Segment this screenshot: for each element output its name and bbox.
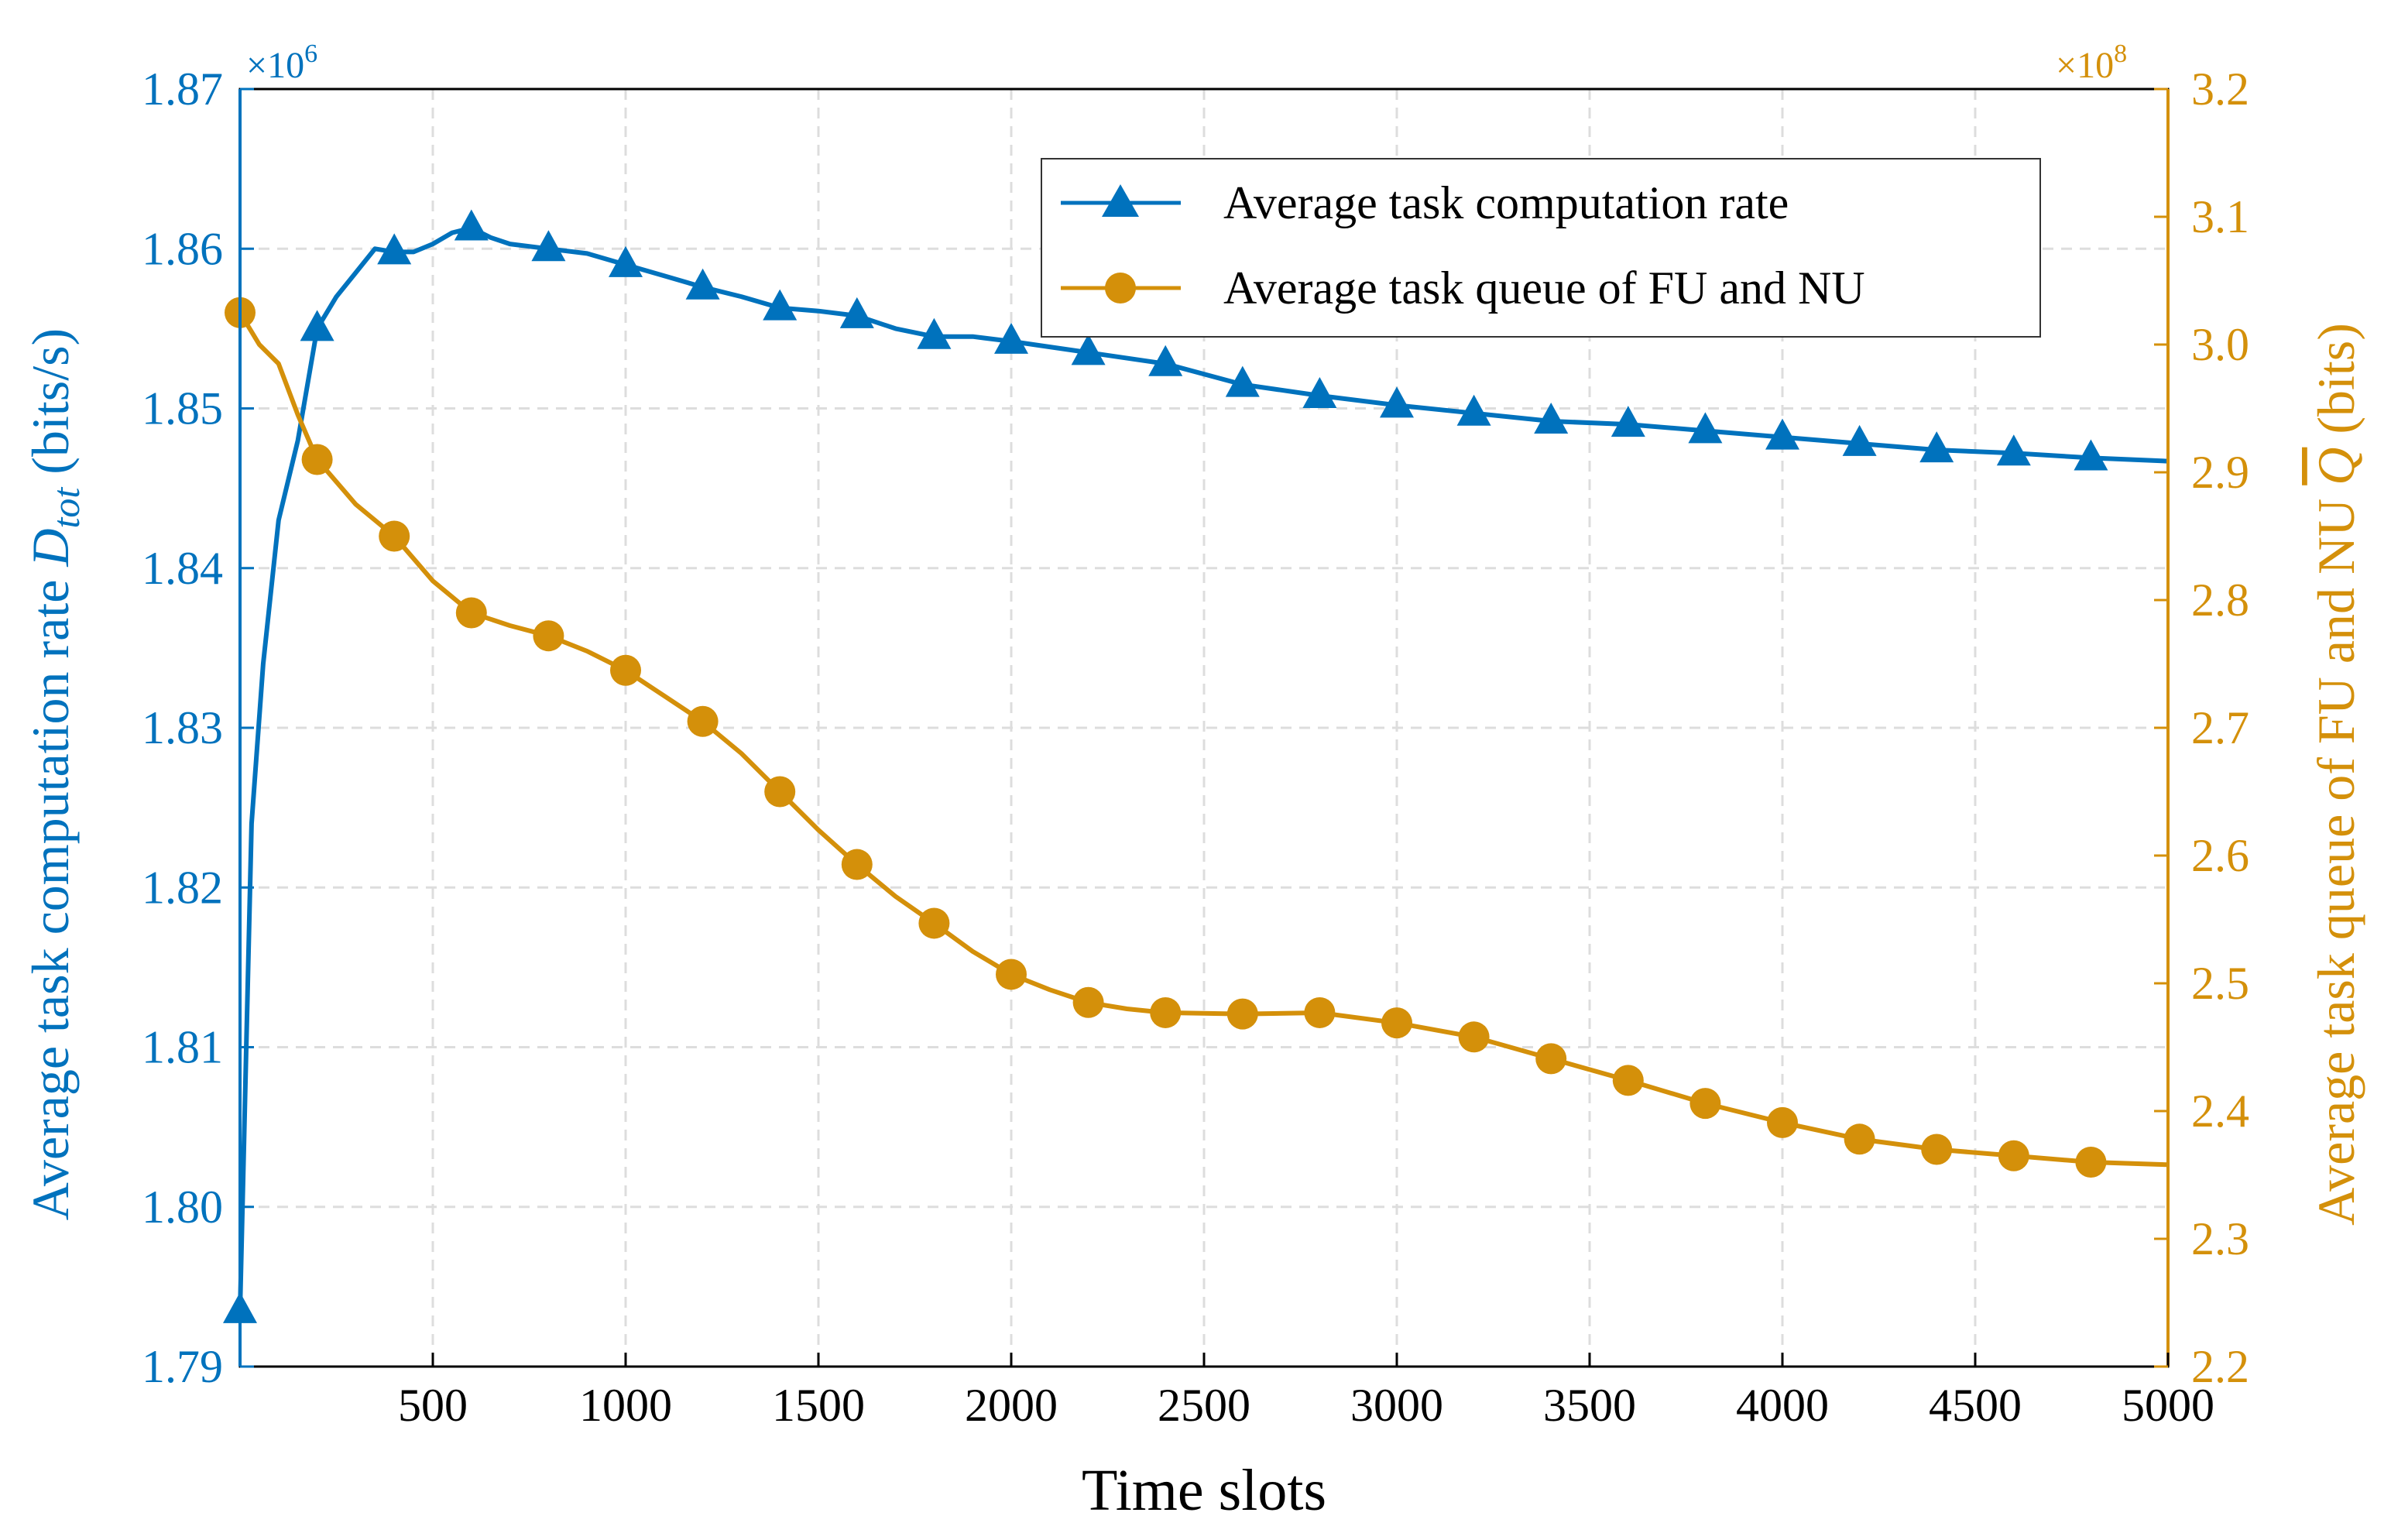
series-marker-circle xyxy=(918,907,950,939)
series-marker-circle xyxy=(1689,1088,1721,1120)
right-y-tick-label: 2.2 xyxy=(2191,1341,2249,1392)
legend-marker-circle xyxy=(1105,273,1136,304)
left-y-tick-label: 1.86 xyxy=(142,223,223,274)
series-marker-circle xyxy=(841,849,873,880)
series-marker-triangle xyxy=(454,209,489,241)
axis-ticks: 500 1000 1500 2000 2500 3000 3500 4000 4500 5000 1… xyxy=(142,63,2249,1431)
series-marker-circle xyxy=(1921,1134,1953,1165)
series-marker-circle xyxy=(996,959,1027,990)
series-marker-circle xyxy=(1381,1007,1412,1039)
series-marker-circle xyxy=(687,705,719,737)
series-line-0 xyxy=(238,225,2169,1311)
series-marker-circle xyxy=(455,597,487,629)
x-tick-label: 2500 xyxy=(1158,1380,1250,1431)
right-y-tick-label: 2.3 xyxy=(2191,1213,2249,1264)
legend-marker-triangle xyxy=(1102,184,1139,217)
series-marker-circle xyxy=(1844,1123,1875,1155)
series-marker-triangle xyxy=(763,289,798,321)
left-y-tick-label: 1.81 xyxy=(142,1022,223,1073)
right-y-tick-label: 3.1 xyxy=(2191,191,2249,242)
series-marker-triangle xyxy=(1148,345,1183,376)
x-axis-label: Time slots xyxy=(1082,1458,1326,1523)
right-axis-multiplier: ×108 xyxy=(2056,39,2127,86)
right-y-tick-label: 3.0 xyxy=(2191,319,2249,370)
series-marker-circle xyxy=(764,776,796,808)
series-marker-triangle xyxy=(1996,434,2031,466)
series-marker-circle xyxy=(1304,996,1336,1028)
series-marker-triangle xyxy=(1302,377,1337,408)
series-marker-triangle xyxy=(1380,386,1414,418)
series-marker-circle xyxy=(1612,1065,1644,1096)
series-marker-triangle xyxy=(1456,394,1491,426)
series-marker-triangle xyxy=(377,233,412,265)
series-marker-circle xyxy=(1072,986,1104,1018)
series-marker-circle xyxy=(1150,996,1182,1028)
left-y-tick-label: 1.79 xyxy=(142,1341,223,1392)
x-tick-label: 5000 xyxy=(2122,1380,2214,1431)
left-y-tick-label: 1.80 xyxy=(142,1182,223,1233)
series-marker-circle xyxy=(533,620,564,652)
series-marker-triangle xyxy=(917,317,952,349)
right-y-axis-label: Average task queue of FU and NU Q (bits) xyxy=(2307,323,2365,1226)
right-y-tick-label: 2.4 xyxy=(2191,1086,2249,1137)
x-tick-label: 3500 xyxy=(1543,1380,1636,1431)
series-marker-circle xyxy=(1535,1043,1567,1075)
x-tick-label: 3000 xyxy=(1350,1380,1443,1431)
series-marker-triangle xyxy=(531,230,566,262)
right-y-tick-label: 3.2 xyxy=(2191,63,2249,115)
series-marker-circle xyxy=(379,520,410,552)
left-y-tick-label: 1.84 xyxy=(142,543,223,594)
x-tick-label: 500 xyxy=(398,1380,468,1431)
series-marker-triangle xyxy=(300,310,334,341)
left-y-tick-label: 1.83 xyxy=(142,702,223,753)
right-y-tick-label: 2.6 xyxy=(2191,830,2249,881)
series-marker-circle xyxy=(301,444,333,475)
series-marker-triangle xyxy=(2074,439,2108,471)
left-y-tick-label: 1.85 xyxy=(142,383,223,434)
legend-label-rate: Average task computation rate xyxy=(1223,177,1789,228)
series-marker-triangle xyxy=(1919,431,1954,463)
left-y-tick-label: 1.87 xyxy=(142,63,223,115)
series-layer xyxy=(223,209,2169,1323)
series-marker-triangle xyxy=(1071,334,1106,365)
x-tick-label: 2000 xyxy=(965,1380,1058,1431)
series-marker-triangle xyxy=(685,268,720,300)
left-y-tick-label: 1.82 xyxy=(142,862,223,913)
series-marker-triangle xyxy=(839,297,874,328)
series-marker-triangle xyxy=(609,245,643,277)
right-y-tick-label: 2.7 xyxy=(2191,702,2249,753)
x-tick-label: 4000 xyxy=(1736,1380,1829,1431)
series-marker-triangle xyxy=(1688,412,1723,444)
series-line-1 xyxy=(238,311,2169,1168)
series-marker-triangle xyxy=(1611,406,1645,437)
x-tick-label: 1500 xyxy=(772,1380,865,1431)
legend-label-queue: Average task queue of FU and NU xyxy=(1223,262,1865,314)
series-marker-circle xyxy=(2075,1147,2107,1178)
series-marker-triangle xyxy=(994,322,1028,354)
series-marker-triangle xyxy=(1534,403,1569,434)
series-marker-circle xyxy=(1226,998,1258,1030)
series-marker-triangle xyxy=(1225,365,1260,397)
legend: Average task computation rate Average ta… xyxy=(1041,158,2041,338)
x-tick-label: 1000 xyxy=(579,1380,672,1431)
left-y-axis-label: Average task computation rate Dtot (bits… xyxy=(21,328,87,1220)
series-marker-circle xyxy=(1458,1021,1490,1053)
series-marker-circle xyxy=(610,654,641,686)
series-marker-circle xyxy=(1998,1140,2029,1171)
right-y-tick-label: 2.5 xyxy=(2191,958,2249,1009)
legend-box xyxy=(1041,158,2041,338)
x-tick-label: 4500 xyxy=(1929,1380,2022,1431)
right-y-tick-label: 2.8 xyxy=(2191,574,2249,626)
series-marker-triangle xyxy=(1842,424,1877,456)
left-axis-multiplier: ×106 xyxy=(246,39,317,86)
series-marker-triangle xyxy=(1765,418,1799,450)
right-y-tick-label: 2.9 xyxy=(2191,447,2249,498)
series-marker-circle xyxy=(1767,1106,1798,1138)
